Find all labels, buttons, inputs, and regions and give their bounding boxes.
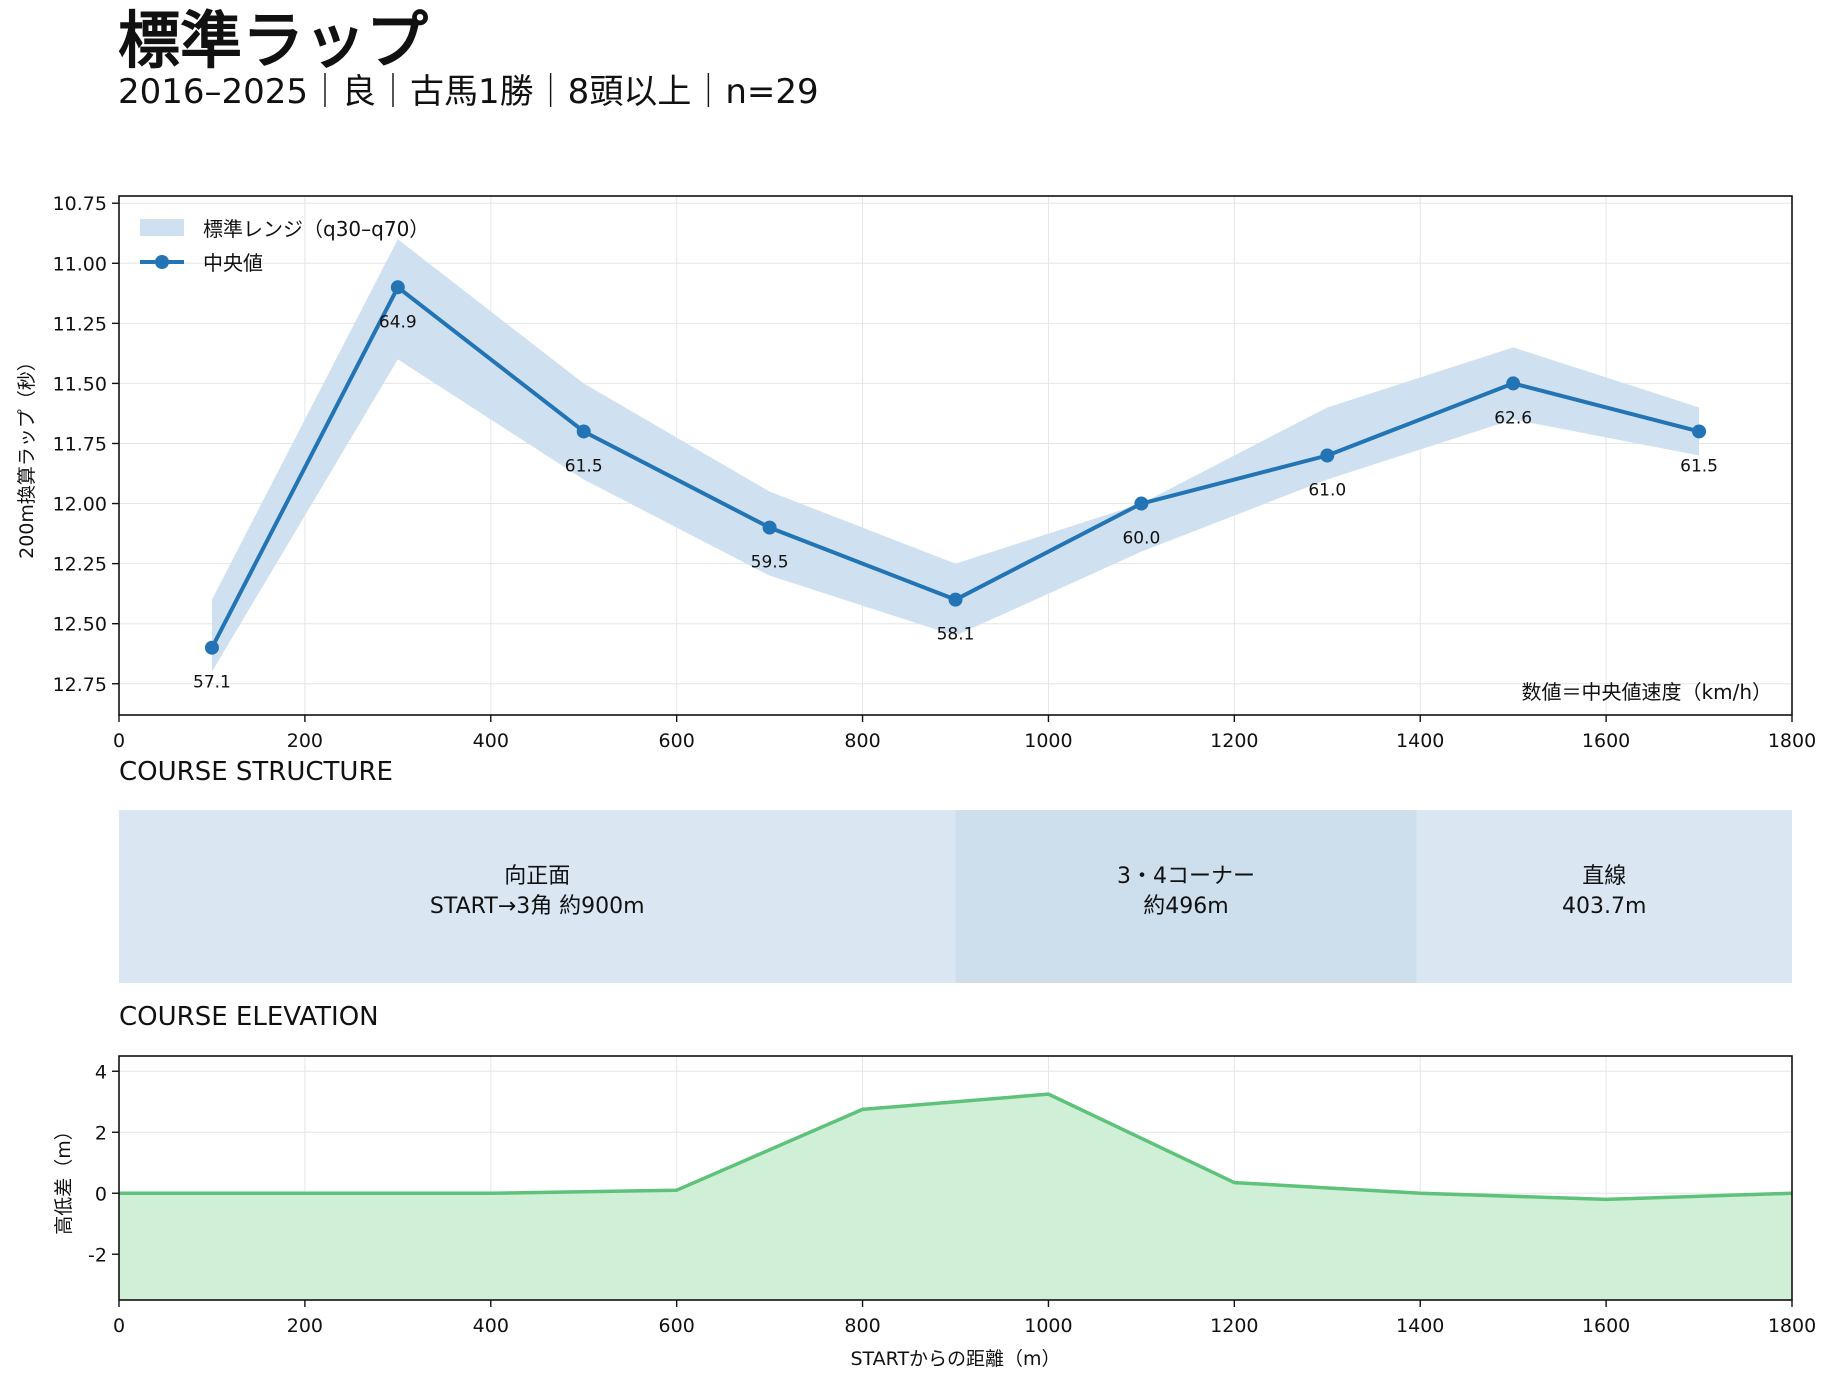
legend-median-label: 中央値 <box>203 251 263 275</box>
segment-2 <box>1416 810 1792 983</box>
speed-data-labels: 57.1 64.9 61.5 59.5 58.1 60.0 61.0 62.6 61.5 <box>193 312 1718 692</box>
lap-xtick-label-200: 200 <box>287 730 323 752</box>
elev-xtick-label-1800: 1800 <box>1768 1315 1816 1337</box>
speed-label-1300: 61.0 <box>1308 481 1346 501</box>
lap-ytick-label-4: 11.75 <box>53 433 107 455</box>
median-points <box>204 280 1707 655</box>
elev-xtick-label-1200: 1200 <box>1210 1315 1258 1337</box>
elev-ytick-label--2: -2 <box>88 1244 107 1266</box>
lap-ytick-label-8: 12.75 <box>53 674 107 696</box>
segment-1 <box>955 810 1417 983</box>
standard-range-band <box>211 239 1700 672</box>
lap-ytick-label-3: 11.50 <box>53 373 107 395</box>
elevation-x-axis-label: STARTからの距離（m） <box>850 1348 1060 1370</box>
median-point-100 <box>204 640 219 655</box>
elev-ytick-label-0: 0 <box>95 1183 107 1205</box>
segment-name-2: 直線 <box>1582 864 1626 889</box>
lap-ytick-label-6: 12.25 <box>53 554 107 576</box>
legend-median-marker <box>155 255 169 269</box>
lap-xtick-label-1400: 1400 <box>1396 730 1444 752</box>
elev-ytick-label-2: 2 <box>95 1122 107 1144</box>
median-point-300 <box>390 280 405 295</box>
segment-name-1: 3・4コーナー <box>1117 864 1255 889</box>
elevation-plot-frame <box>118 1055 1793 1301</box>
elevation-area <box>119 1094 1792 1300</box>
segment-detail-0: START→3角 約900m <box>430 894 645 919</box>
segment-detail-1: 約496m <box>1143 894 1228 919</box>
lap-ytick-label-0: 10.75 <box>53 193 107 215</box>
elev-xtick-label-600: 600 <box>659 1315 695 1337</box>
lap-xtick-label-0: 0 <box>113 730 125 752</box>
lap-xtick-label-1600: 1600 <box>1582 730 1630 752</box>
elevation-y-axis-label: 高低差（m） <box>53 1121 75 1235</box>
elev-ytick-label-4: 4 <box>95 1061 107 1083</box>
q30-q70-band <box>211 239 1700 672</box>
elev-xtick-label-1600: 1600 <box>1582 1315 1630 1337</box>
segment-name-0: 向正面 <box>504 864 570 889</box>
lap-legend: 標準レンジ（q30–q70） 中央値 <box>140 217 429 275</box>
lap-ytick-label-7: 12.50 <box>53 614 107 636</box>
median-point-1300 <box>1320 448 1335 463</box>
median-point-900 <box>948 592 963 607</box>
elev-xtick-label-200: 200 <box>287 1315 323 1337</box>
chart-subtitle: 2016–2025｜良｜古馬1勝｜8頭以上｜n=29 <box>118 72 819 112</box>
lap-xtick-label-600: 600 <box>659 730 695 752</box>
elev-xtick-label-1400: 1400 <box>1396 1315 1444 1337</box>
lap-xtick-label-1000: 1000 <box>1024 730 1072 752</box>
course-structure-title: COURSE STRUCTURE <box>119 757 393 787</box>
speed-label-900: 58.1 <box>937 625 975 645</box>
segment-0 <box>119 810 956 983</box>
lap-plot-frame <box>118 195 1793 716</box>
speed-label-700: 59.5 <box>751 553 789 573</box>
lap-ytick-label-5: 12.00 <box>53 494 107 516</box>
segment-detail-2: 403.7m <box>1562 894 1646 919</box>
elev-xtick-label-800: 800 <box>844 1315 880 1337</box>
speed-label-1100: 60.0 <box>1122 529 1160 549</box>
elevation-x-axis-ticks: 0 200 400 600 800 1000 1200 1400 1600 1800 <box>113 1300 1816 1337</box>
median-point-1100 <box>1134 496 1149 511</box>
speed-annotation: 数値＝中央値速度（km/h） <box>1522 680 1772 704</box>
speed-label-100: 57.1 <box>193 673 231 693</box>
lap-xtick-label-1800: 1800 <box>1768 730 1816 752</box>
course-elevation-title: COURSE ELEVATION <box>119 1002 379 1032</box>
lap-xtick-label-800: 800 <box>844 730 880 752</box>
elev-xtick-label-400: 400 <box>473 1315 509 1337</box>
lap-x-axis-ticks: 0 200 400 600 800 1000 1200 1400 1600 1800 <box>113 715 1816 752</box>
speed-label-1500: 62.6 <box>1494 408 1532 428</box>
lap-ytick-label-1: 11.00 <box>53 253 107 275</box>
legend-band-label: 標準レンジ（q30–q70） <box>203 217 429 241</box>
lap-xtick-label-1200: 1200 <box>1210 730 1258 752</box>
elevation-line <box>119 1092 1793 1202</box>
median-point-1500 <box>1506 376 1521 391</box>
lap-ytick-label-2: 11.25 <box>53 313 107 335</box>
elev-xtick-label-1000: 1000 <box>1024 1315 1072 1337</box>
speed-label-500: 61.5 <box>565 456 603 476</box>
legend-band-swatch <box>140 219 184 236</box>
elevation-y-axis-ticks: 4 2 0 -2 <box>88 1061 119 1266</box>
median-point-700 <box>762 520 777 535</box>
speed-label-1700: 61.5 <box>1680 456 1718 476</box>
speed-label-300: 64.9 <box>379 312 417 332</box>
median-point-1700 <box>1692 424 1707 439</box>
median-point-500 <box>576 424 591 439</box>
lap-y-axis-ticks: 10.75 11.00 11.25 11.50 11.75 12.00 12.25 12.50… <box>53 193 119 696</box>
lap-xtick-label-400: 400 <box>473 730 509 752</box>
lap-y-axis-label: 200m換算ラップ（秒） <box>16 352 38 559</box>
chart-title: 標準ラップ <box>118 4 429 77</box>
elev-xtick-label-0: 0 <box>113 1315 125 1337</box>
